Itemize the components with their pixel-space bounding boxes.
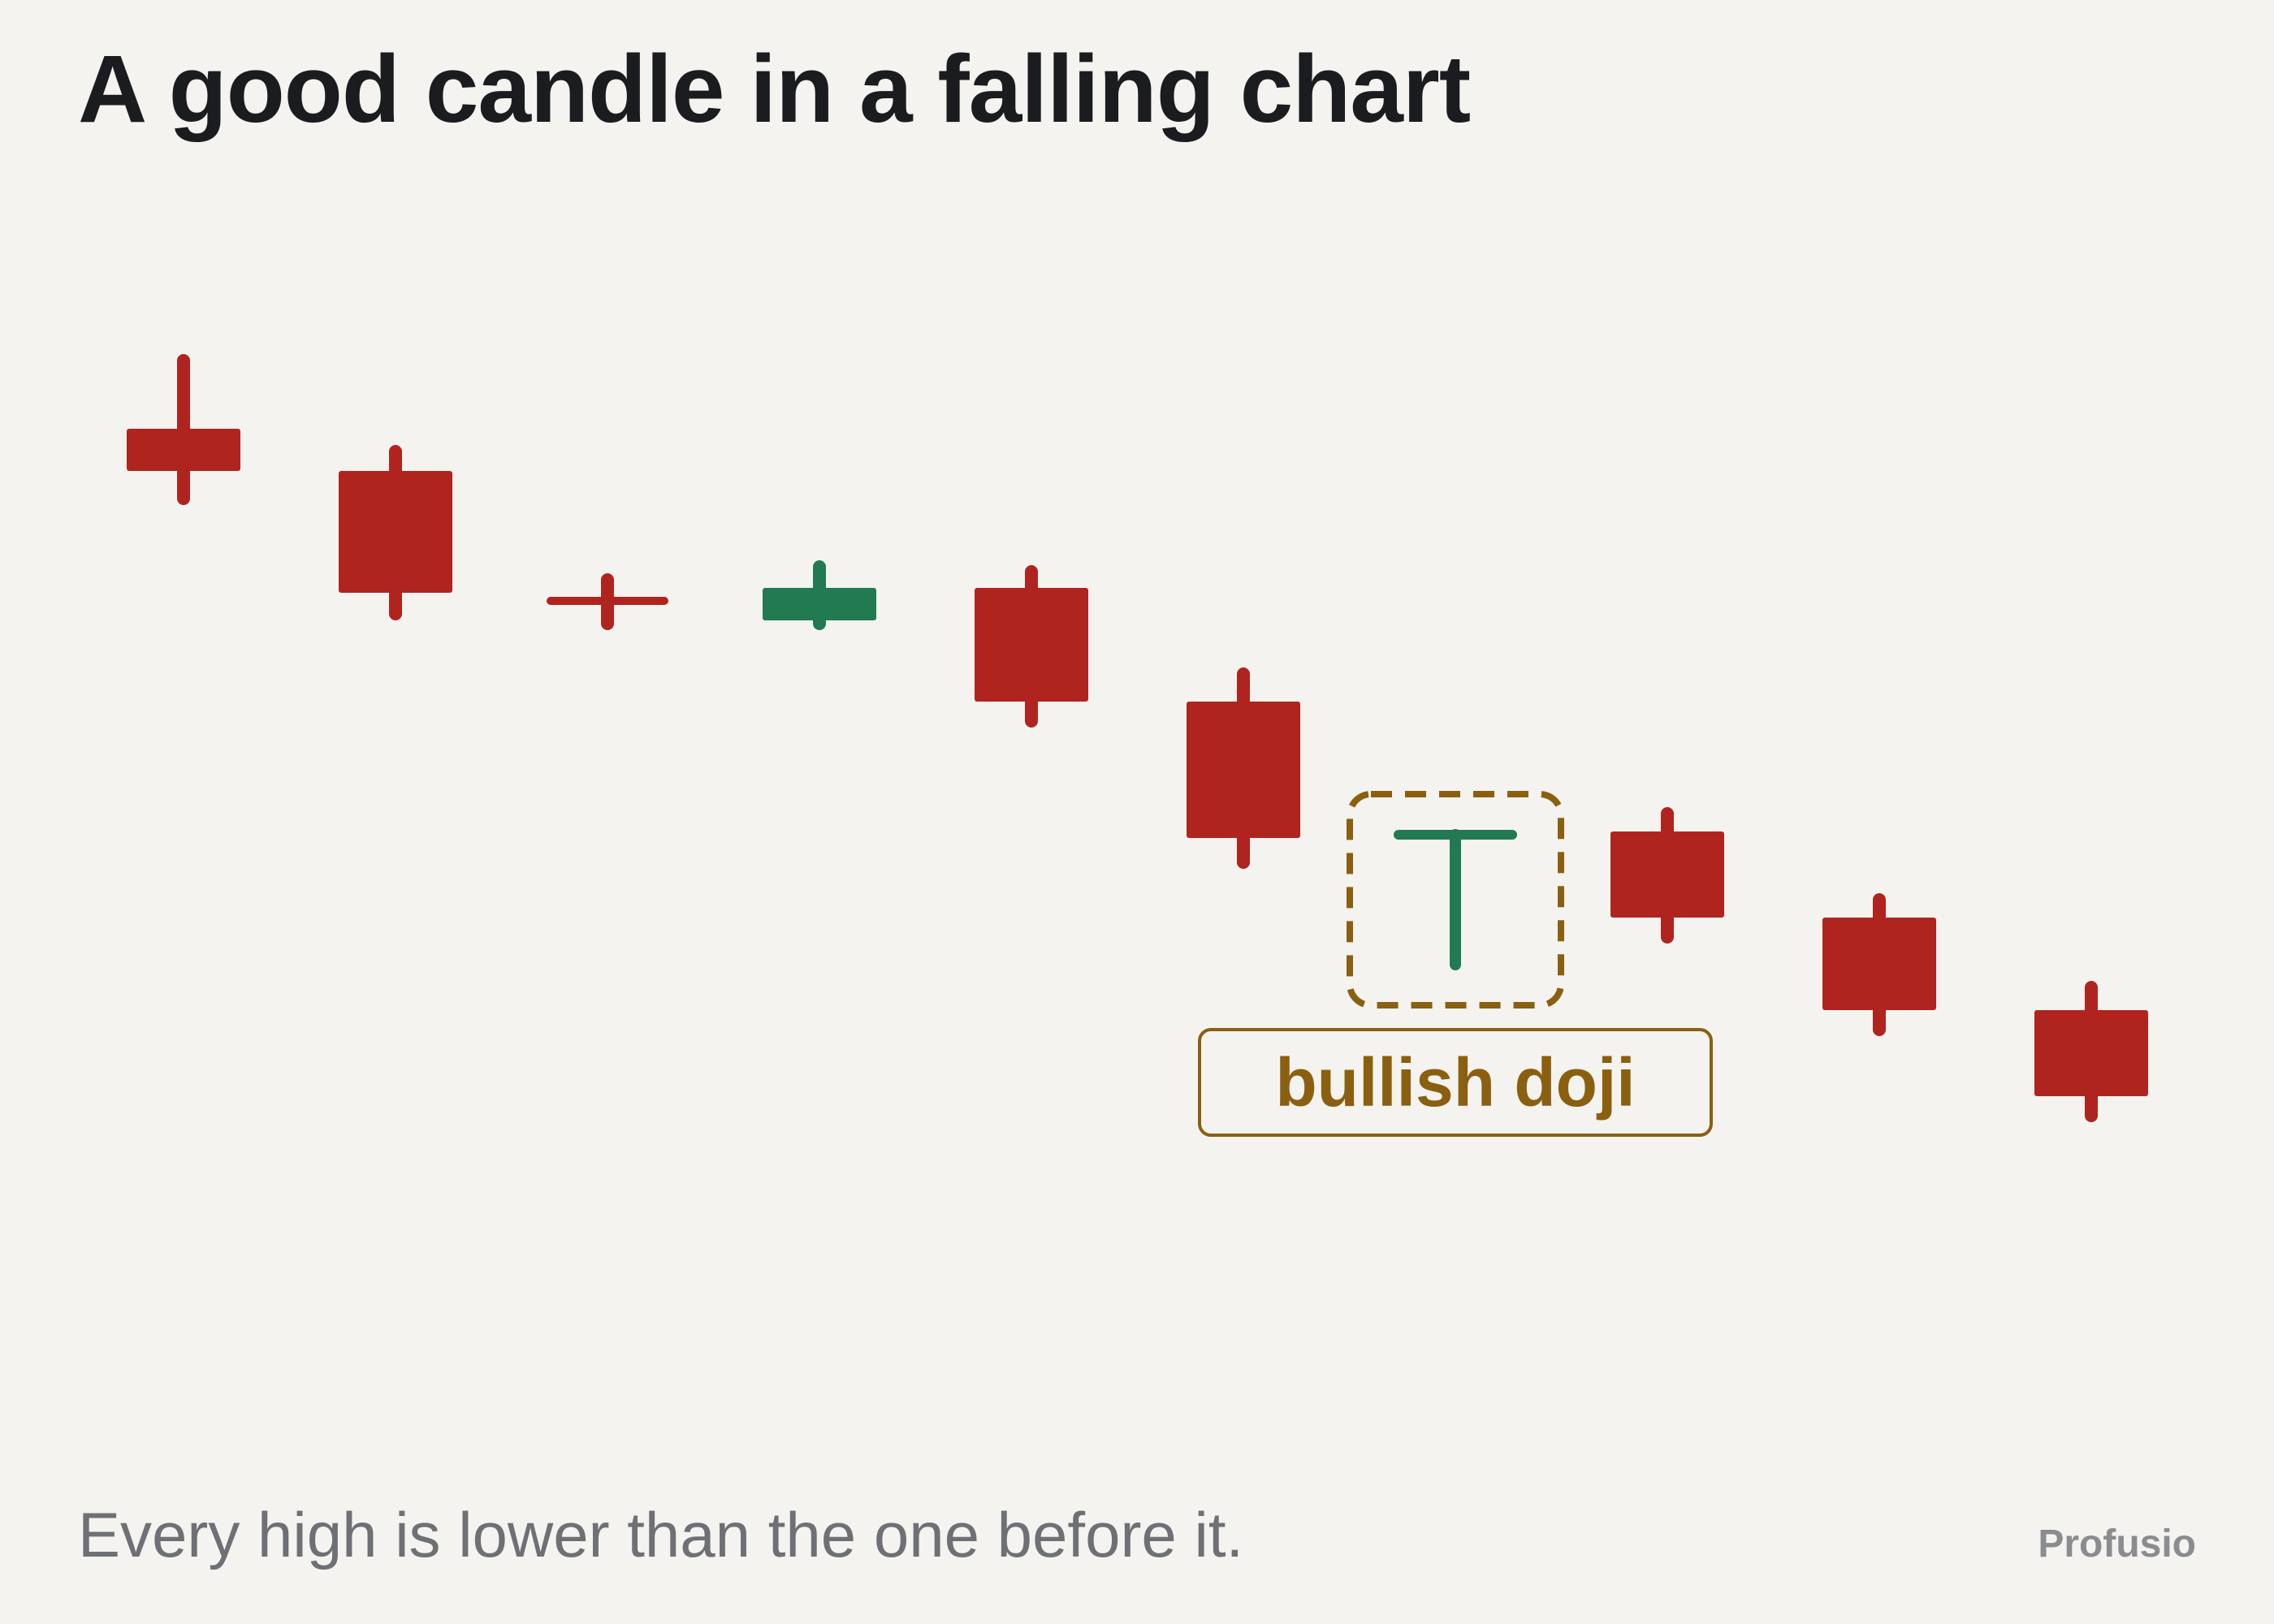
annotation-label: bullish doji: [1275, 1044, 1635, 1121]
candle-10: [2034, 981, 2148, 1122]
candle-1-body: [127, 429, 240, 471]
doji-annotation: bullish doji: [1198, 791, 1713, 1137]
candle-9-body: [1822, 918, 1936, 1010]
candle-10-body: [2034, 1010, 2148, 1096]
candle-6-body: [1187, 702, 1300, 838]
candle-6: [1187, 667, 1300, 869]
chart-title: A good candle in a falling chart: [78, 36, 1471, 143]
chart-caption: Every high is lower than the one before …: [78, 1499, 1244, 1570]
candle-5-body: [975, 588, 1088, 702]
candle-1: [127, 354, 240, 505]
candle-2: [339, 445, 452, 620]
candle-3: [547, 573, 668, 630]
brand-logo-text: Profusio: [2038, 1522, 2196, 1566]
candle-5: [975, 565, 1088, 728]
candle-8: [1610, 807, 1724, 944]
candle-4: [763, 560, 876, 630]
candle-4-body: [763, 588, 876, 620]
annotation-label-box: [1198, 1028, 1713, 1137]
candle-9: [1822, 893, 1936, 1036]
candle-8-body: [1610, 831, 1724, 918]
candles-group: [127, 354, 2148, 1122]
doji-highlight-box: [1347, 791, 1564, 1009]
candle-7: [1394, 829, 1517, 970]
candle-2-body: [339, 471, 452, 593]
